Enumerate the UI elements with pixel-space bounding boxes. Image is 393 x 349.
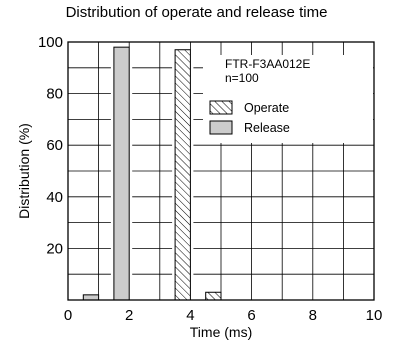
x-tick-label: 8 xyxy=(309,307,317,324)
annotation-text: n=100 xyxy=(225,71,259,85)
tick-labels: 0 2 4 6 8 10 20 40 60 80 100 xyxy=(38,34,382,324)
y-tick-label: 100 xyxy=(38,34,63,51)
y-tick-label: 80 xyxy=(46,86,63,103)
x-tick-label: 4 xyxy=(186,307,194,324)
legend-label-release: Release xyxy=(244,121,290,135)
y-axis-label: Distribution (%) xyxy=(16,123,32,219)
y-tick-label: 40 xyxy=(46,189,63,206)
legend-swatch-operate xyxy=(209,100,233,115)
annotation-text: FTR-F3AA012E xyxy=(225,57,310,71)
legend-label-operate: Operate xyxy=(244,101,289,115)
bar-layer xyxy=(80,46,224,301)
chart-title: Distribution of operate and release time xyxy=(65,4,328,21)
x-tick-label: 0 xyxy=(64,307,72,324)
bar-operate xyxy=(174,49,191,301)
x-tick-label: 2 xyxy=(125,307,133,324)
bar-release xyxy=(113,46,130,301)
y-tick-label: 60 xyxy=(46,137,63,154)
bar-operate xyxy=(205,291,222,301)
x-axis-label: Time (ms) xyxy=(190,324,252,340)
x-tick-label: 6 xyxy=(247,307,255,324)
plot-frame xyxy=(67,41,375,301)
legend-swatch-release xyxy=(209,120,233,135)
bar-release xyxy=(82,294,100,301)
y-tick-label: 20 xyxy=(46,240,63,257)
x-tick-label: 10 xyxy=(366,307,383,324)
